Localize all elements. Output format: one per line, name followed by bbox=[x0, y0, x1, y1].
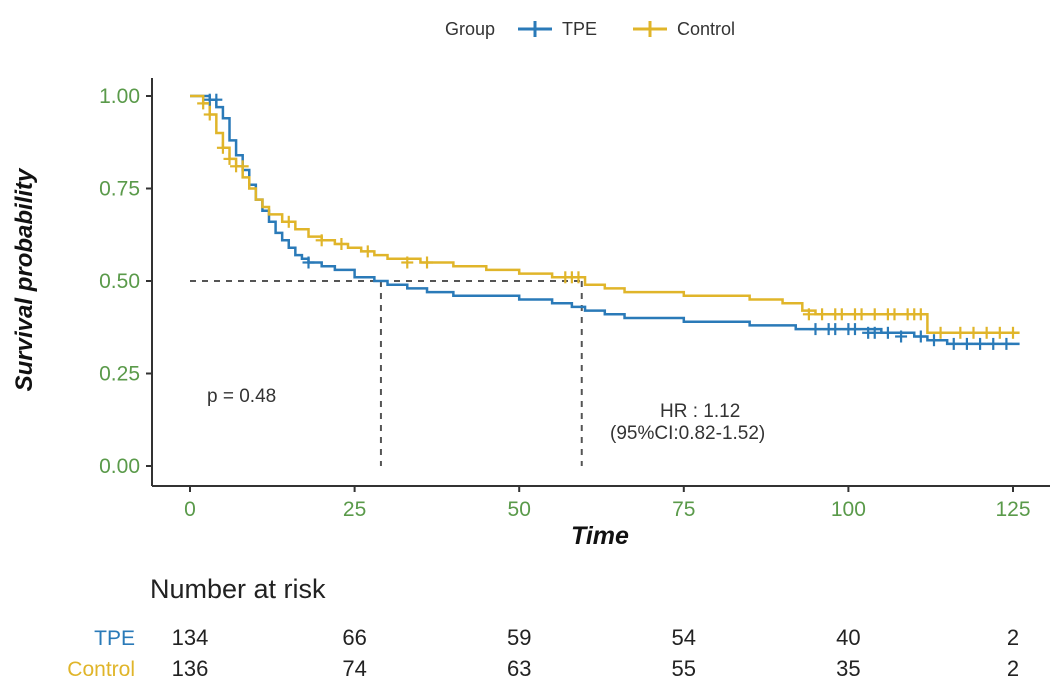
censor-mark-tpe bbox=[927, 334, 940, 347]
survival-curves bbox=[190, 94, 1020, 346]
censor-mark-tpe bbox=[848, 323, 861, 336]
censor-mark-tpe bbox=[829, 323, 842, 336]
risk-count-control: 63 bbox=[507, 656, 531, 681]
censor-mark-control bbox=[236, 160, 249, 173]
x-tick-label: 50 bbox=[508, 498, 531, 521]
censor-mark-tpe bbox=[302, 256, 315, 269]
risk-table-cells: 134 66 59 54 40 2 136 74 63 55 35 2 bbox=[172, 625, 1019, 681]
legend-label-control: Control bbox=[677, 19, 735, 39]
censor-mark-tpe bbox=[210, 93, 223, 106]
censor-mark-control bbox=[914, 308, 927, 321]
censor-mark-control bbox=[934, 326, 947, 339]
risk-count-tpe: 54 bbox=[672, 625, 696, 650]
x-tick-label: 0 bbox=[184, 498, 196, 521]
risk-count-tpe: 134 bbox=[172, 625, 209, 650]
censor-mark-control bbox=[868, 308, 881, 321]
risk-count-tpe: 59 bbox=[507, 625, 531, 650]
legend-label-tpe: TPE bbox=[562, 19, 597, 39]
censor-mark-tpe bbox=[1000, 337, 1013, 350]
risk-count-control: 55 bbox=[672, 656, 696, 681]
legend-title: Group bbox=[445, 19, 495, 39]
censor-mark-tpe bbox=[974, 337, 987, 350]
censor-mark-control bbox=[335, 238, 348, 250]
y-tick-label: 0.50 bbox=[99, 270, 140, 293]
censor-mark-control bbox=[361, 245, 374, 258]
risk-count-control: 2 bbox=[1007, 656, 1019, 681]
risk-count-control: 74 bbox=[342, 656, 366, 681]
censor-mark-control bbox=[967, 326, 980, 339]
censor-mark-control bbox=[421, 256, 434, 269]
censor-mark-control bbox=[197, 97, 210, 110]
curve-tpe bbox=[190, 94, 1020, 346]
y-axis-title: Survival probability bbox=[11, 167, 38, 391]
censor-mark-control bbox=[203, 108, 216, 121]
y-tick-label: 1.00 bbox=[99, 85, 140, 108]
hr-label: HR : 1.12 bbox=[660, 401, 740, 422]
censor-mark-tpe bbox=[914, 330, 927, 343]
p-value-label: p = 0.48 bbox=[207, 386, 276, 407]
censor-mark-control bbox=[835, 308, 848, 321]
legend: Group TPE Control bbox=[445, 19, 735, 39]
censor-mark-control bbox=[802, 308, 815, 321]
risk-count-tpe: 2 bbox=[1007, 625, 1019, 650]
censor-mark-control bbox=[855, 308, 868, 321]
legend-item-tpe: TPE bbox=[518, 19, 597, 39]
risk-group-label-tpe: TPE bbox=[94, 627, 135, 650]
censor-mark-control bbox=[1007, 326, 1019, 339]
censor-mark-tpe bbox=[895, 330, 908, 343]
legend-item-control: Control bbox=[633, 19, 735, 39]
censor-mark-tpe bbox=[809, 323, 822, 336]
censor-mark-control bbox=[282, 215, 295, 228]
censor-mark-control bbox=[401, 256, 414, 269]
censor-mark-control bbox=[816, 308, 829, 321]
x-tick-label: 25 bbox=[343, 498, 366, 521]
median-reference-lines bbox=[190, 280, 583, 466]
censor-mark-control bbox=[572, 271, 585, 284]
x-tick-label: 125 bbox=[995, 498, 1030, 521]
censor-mark-control bbox=[954, 326, 967, 339]
x-tick-label: 100 bbox=[831, 498, 866, 521]
hr-ci-label: (95%CI:0.82-1.52) bbox=[610, 423, 765, 444]
censor-mark-control bbox=[216, 141, 229, 154]
risk-count-tpe: 40 bbox=[836, 625, 860, 650]
x-axis-title: Time bbox=[571, 522, 629, 550]
censor-mark-control bbox=[315, 234, 328, 247]
censor-mark-tpe bbox=[947, 337, 960, 350]
censor-mark-control bbox=[888, 308, 901, 321]
curve-control bbox=[190, 94, 1020, 335]
censor-marks bbox=[197, 93, 1019, 350]
censor-mark-tpe bbox=[960, 337, 973, 350]
risk-count-tpe: 66 bbox=[342, 625, 366, 650]
censor-mark-control bbox=[223, 152, 236, 165]
risk-count-control: 35 bbox=[836, 656, 860, 681]
y-tick-label: 0.00 bbox=[99, 455, 140, 478]
ticks: 0.00 0.25 0.50 0.75 1.00 0 25 50 75 100 125 bbox=[99, 85, 1030, 521]
censor-mark-tpe bbox=[868, 326, 881, 339]
risk-count-control: 136 bbox=[172, 656, 209, 681]
risk-table-title: Number at risk bbox=[150, 574, 326, 604]
censor-mark-control bbox=[993, 326, 1006, 339]
x-tick-label: 75 bbox=[672, 498, 695, 521]
censor-mark-tpe bbox=[881, 326, 894, 339]
censor-mark-tpe bbox=[987, 337, 1000, 350]
y-tick-label: 0.25 bbox=[99, 363, 140, 386]
y-tick-label: 0.75 bbox=[99, 178, 140, 201]
risk-group-label-control: Control bbox=[67, 658, 135, 681]
censor-mark-control bbox=[980, 326, 993, 339]
